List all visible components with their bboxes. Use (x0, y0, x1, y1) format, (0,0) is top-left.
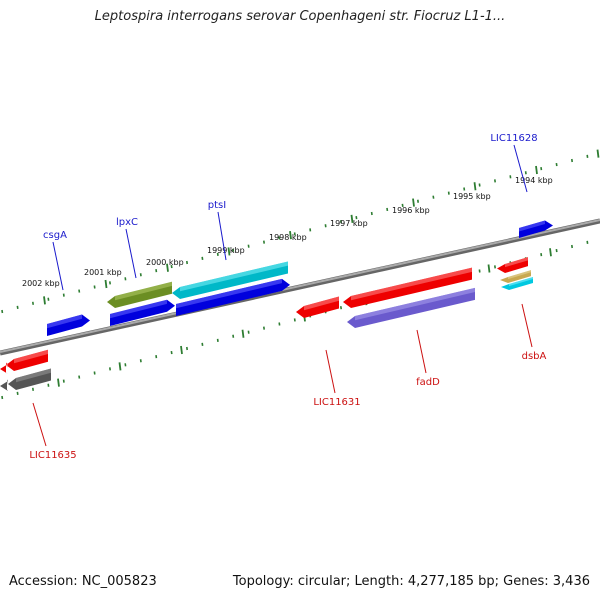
lower-ring-major-tick (487, 264, 491, 273)
gene-block-blue-1 (110, 299, 175, 326)
upper-ring-major-tick (350, 214, 354, 223)
lower-ring-major-tick (180, 345, 183, 355)
lower-ring-major-tick (57, 378, 60, 387)
upper-ring-major-tick (596, 149, 600, 158)
gene-LIC11635-leader (32, 402, 47, 447)
gene-tan-highlight (508, 270, 531, 280)
gene-red-small-highlight (505, 257, 528, 268)
gene-dsbA-leader (521, 303, 533, 348)
gene-csgA (47, 314, 90, 336)
gene-ptsI-block-highlight (180, 261, 288, 292)
upper-ring-major-tick (104, 279, 108, 289)
gene-red-large-highlight (351, 267, 472, 301)
gene-csgA-label: csgA (43, 230, 67, 241)
kbp-tick-label: 1997 kbp (330, 219, 368, 228)
gene-ptsI-label: ptsI (208, 200, 226, 211)
gene-ptsI-leader (217, 211, 227, 261)
lower-ring-major-tick (118, 362, 122, 371)
upper-ring-major-tick (412, 198, 415, 207)
gene-block-blue-2 (176, 278, 290, 316)
gene-cyan-small-highlight (509, 276, 533, 287)
gene-gray-left-highlight (16, 368, 51, 383)
genome-title: Leptospira interrogans serovar Copenhage… (94, 9, 506, 24)
upper-ring-major-tick (535, 165, 538, 175)
gene-lpxC-label: lpxC (116, 217, 138, 228)
gene-block-blue-1-highlight (110, 299, 167, 319)
gene-fadD-label: fadD (416, 377, 440, 388)
gene-lpxC-leader (125, 228, 137, 279)
gene-LIC11635-label: LIC11635 (29, 450, 76, 461)
kbp-tick-label: 1998 kbp (269, 233, 307, 242)
accession-text: Accession: NC_005823 (9, 574, 157, 589)
lower-ring-major-tick (241, 329, 245, 338)
gene-gray-edge-highlight (7, 379, 8, 385)
upper-ring-major-tick (227, 247, 231, 256)
backbone-highlight (0, 219, 600, 353)
gene-gray-edge (0, 379, 8, 391)
gene-LIC11631-leader (325, 349, 336, 394)
gene-block-blue-2-highlight (176, 278, 282, 309)
upper-ring-major-tick (166, 263, 169, 272)
gene-lpxC-block-highlight (115, 281, 172, 301)
gene-fadD-leader (416, 329, 427, 374)
kbp-tick-label: 2000 kbp (146, 258, 184, 267)
gene-fadD-block-highlight (355, 287, 475, 321)
kbp-tick-label: 1996 kbp (392, 206, 430, 215)
gene-red-edge-highlight (6, 362, 8, 368)
upper-ring-major-tick (43, 296, 46, 305)
gene-LIC11628 (519, 220, 553, 238)
kbp-tick-label: 2002 kbp (22, 279, 60, 288)
gene-LIC11631-label: LIC11631 (313, 397, 360, 408)
gene-dsbA-label: dsbA (522, 351, 547, 362)
upper-ring-major-tick (473, 182, 477, 191)
gene-csgA-highlight (47, 314, 82, 329)
label-layer: 2002 kbp 2001 kbp 2000 kbp 1999 kbp 1998 kbp… (22, 133, 553, 461)
gene-csgA-leader (52, 241, 64, 291)
gene-LIC11628-highlight (519, 220, 545, 232)
kbp-tick-label: 2001 kbp (84, 268, 122, 277)
upper-ring-major-tick (289, 231, 292, 240)
gene-LIC11631-highlight (304, 296, 339, 311)
gene-layer (0, 220, 553, 391)
kbp-tick-label: 1995 kbp (453, 192, 491, 201)
topology-text: Topology: circular; Length: 4,277,185 bp… (232, 574, 590, 589)
gene-LIC11628-label: LIC11628 (490, 133, 537, 144)
kbp-tick-label: 1994 kbp (515, 176, 553, 185)
gene-red-left-highlight (14, 349, 48, 364)
kbp-tick-label: 1999 kbp (207, 246, 245, 255)
gene-LIC11628-leader (513, 144, 528, 193)
lower-ring-major-tick (549, 248, 552, 257)
backbone-layer (0, 218, 600, 356)
